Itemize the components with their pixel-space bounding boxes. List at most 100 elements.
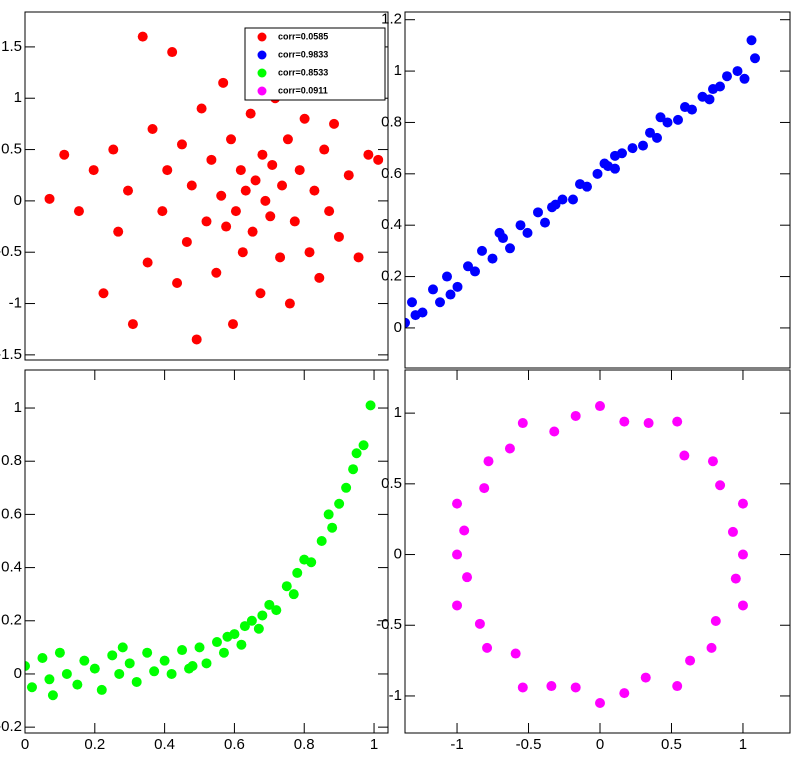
- legend-marker: [257, 68, 267, 78]
- point: [253, 623, 264, 634]
- point: [314, 272, 325, 283]
- legend: corr=0.0585 corr=0.9833 corr=0.8533 corr=0.…: [244, 27, 386, 101]
- y-tick-label: 0.4: [381, 216, 402, 233]
- point: [477, 245, 487, 256]
- point: [131, 676, 142, 687]
- point: [267, 159, 278, 170]
- point: [494, 227, 505, 238]
- point: [281, 581, 292, 592]
- legend-label: corr=0.9833: [278, 49, 328, 59]
- point: [610, 163, 620, 174]
- point: [428, 284, 438, 295]
- point: [304, 247, 315, 258]
- point: [157, 206, 168, 217]
- point: [510, 648, 521, 659]
- point: [687, 104, 697, 115]
- point: [505, 243, 515, 254]
- y-tick-label: 0.5: [381, 475, 402, 492]
- point: [289, 216, 300, 227]
- point: [463, 261, 473, 272]
- point: [673, 114, 683, 125]
- point: [730, 573, 741, 584]
- legend-marker: [257, 32, 267, 42]
- point: [323, 509, 334, 520]
- point: [137, 31, 148, 42]
- point: [260, 195, 271, 206]
- point: [479, 483, 490, 494]
- point: [706, 642, 717, 653]
- point: [187, 660, 198, 671]
- y-tick-label: 0.8: [1, 452, 22, 469]
- point: [159, 655, 170, 666]
- point: [123, 185, 134, 196]
- point: [113, 226, 124, 237]
- point: [196, 103, 207, 114]
- point: [442, 271, 452, 282]
- point: [316, 535, 327, 546]
- point: [487, 253, 498, 264]
- point: [570, 682, 581, 693]
- y-tick-label: 1.5: [1, 38, 22, 55]
- point: [201, 658, 212, 669]
- x-tick-label: 0.2: [84, 736, 105, 753]
- point: [517, 682, 528, 693]
- point: [517, 418, 528, 429]
- frame: [404, 369, 791, 734]
- point: [218, 647, 229, 658]
- point: [610, 150, 620, 161]
- point: [722, 71, 732, 82]
- y-tick-label: 0.5: [1, 141, 22, 158]
- points: [44, 31, 384, 345]
- x-tick-label: 0: [596, 736, 604, 753]
- x-tick-label: 0: [21, 736, 29, 753]
- point: [235, 165, 246, 176]
- point: [245, 108, 256, 119]
- point: [25, 660, 30, 671]
- point: [319, 144, 330, 155]
- point: [549, 426, 560, 437]
- point: [435, 297, 445, 308]
- x-tick-label: -1: [450, 736, 463, 753]
- point: [540, 217, 550, 228]
- point: [327, 522, 338, 533]
- point: [114, 668, 125, 679]
- point: [652, 132, 662, 143]
- point: [550, 199, 561, 210]
- point: [176, 139, 187, 150]
- point: [227, 319, 238, 330]
- point: [142, 647, 153, 658]
- point: [732, 66, 743, 77]
- point: [715, 81, 725, 92]
- point: [710, 616, 721, 627]
- point: [88, 165, 99, 176]
- point: [299, 113, 310, 124]
- point: [211, 637, 222, 648]
- point: [108, 144, 119, 155]
- frame: [24, 11, 389, 361]
- point: [470, 266, 480, 277]
- point: [595, 401, 606, 412]
- point: [619, 416, 630, 427]
- point: [685, 655, 696, 666]
- point: [309, 185, 320, 196]
- point: [655, 112, 666, 123]
- point: [72, 679, 83, 690]
- point: [515, 220, 526, 231]
- point: [737, 600, 748, 611]
- point: [739, 73, 750, 84]
- point: [237, 247, 248, 258]
- legend-label: corr=0.0911: [278, 85, 328, 95]
- x-tick-label: -0.5: [516, 736, 542, 753]
- point: [306, 557, 317, 568]
- legend-label: corr=0.8533: [278, 67, 328, 77]
- point: [37, 653, 48, 664]
- point: [672, 681, 683, 692]
- point: [275, 252, 286, 263]
- point: [216, 190, 227, 201]
- point: [746, 35, 757, 46]
- point: [483, 456, 494, 467]
- point: [211, 267, 222, 278]
- frame: [24, 369, 389, 734]
- point: [645, 127, 655, 138]
- point: [44, 674, 55, 685]
